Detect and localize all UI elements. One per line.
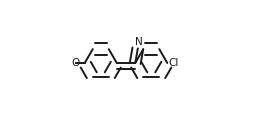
Text: O: O xyxy=(71,58,79,68)
Text: Cl: Cl xyxy=(169,58,179,68)
Text: N: N xyxy=(135,37,142,47)
